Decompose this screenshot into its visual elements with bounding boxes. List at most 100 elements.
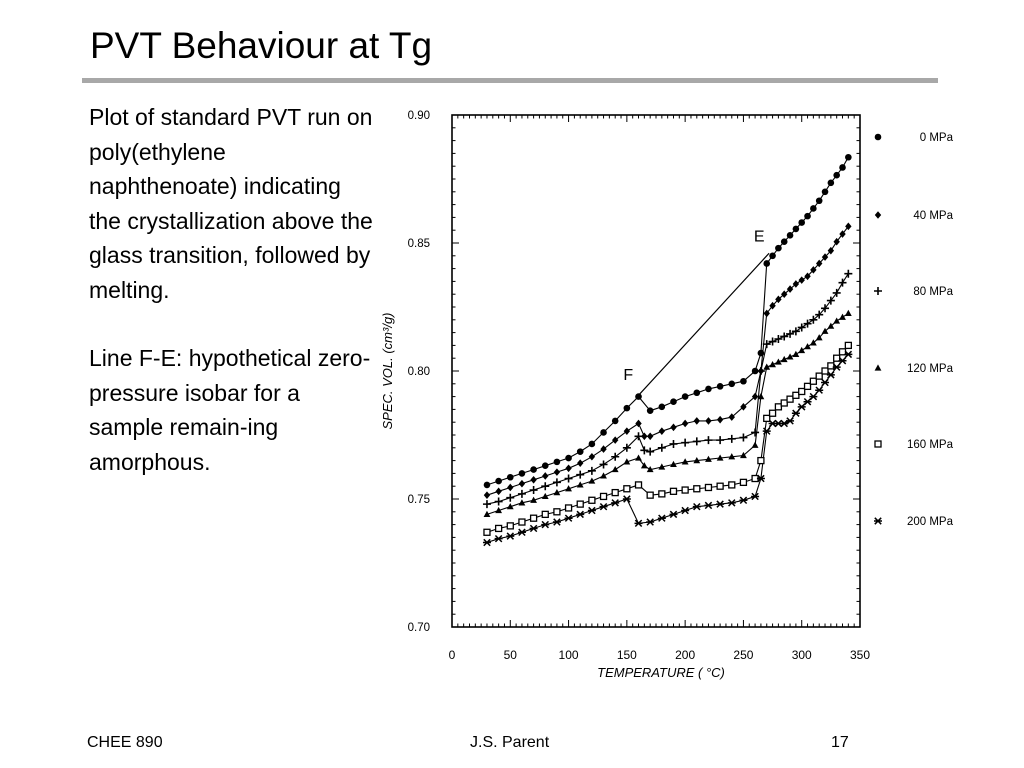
data-point	[669, 510, 678, 519]
data-point	[815, 310, 824, 319]
data-point	[827, 322, 835, 329]
data-point	[518, 470, 526, 477]
data-point	[821, 327, 829, 334]
data-point	[874, 364, 882, 371]
data-point	[564, 514, 573, 522]
data-point	[757, 349, 765, 357]
data-point	[792, 391, 800, 399]
data-point	[658, 490, 666, 498]
data-point	[588, 452, 596, 461]
data-point	[576, 481, 584, 488]
data-point	[587, 466, 596, 475]
series-line	[486, 345, 849, 533]
data-point	[810, 205, 817, 212]
data-point	[762, 340, 771, 349]
data-point	[769, 361, 776, 368]
data-point	[552, 478, 561, 487]
series-line	[486, 273, 849, 505]
data-point	[727, 434, 736, 443]
footer-page-number: 17	[831, 734, 849, 751]
data-point	[874, 133, 882, 141]
data-point	[874, 287, 882, 295]
x-tick-label: 200	[675, 648, 695, 662]
data-point	[658, 463, 666, 470]
legend-entry: 0 MPa	[920, 132, 954, 144]
data-point	[541, 482, 550, 491]
data-point	[670, 423, 677, 432]
data-point	[763, 260, 771, 267]
data-point	[844, 269, 853, 278]
data-point	[815, 197, 823, 205]
x-tick-label: 50	[504, 648, 518, 662]
data-point	[483, 528, 491, 536]
data-point	[541, 492, 549, 500]
data-point	[786, 395, 794, 403]
data-point	[797, 403, 806, 411]
data-point	[739, 433, 748, 442]
data-point	[518, 479, 526, 488]
data-point	[518, 518, 526, 526]
data-point	[803, 397, 812, 406]
data-point	[775, 244, 782, 252]
data-point	[495, 487, 502, 496]
data-point	[506, 522, 514, 530]
data-point	[646, 447, 655, 456]
data-point	[670, 460, 677, 468]
data-point	[611, 417, 619, 425]
data-point	[804, 212, 811, 220]
data-point	[844, 309, 852, 316]
data-point	[483, 481, 491, 489]
data-point	[763, 414, 771, 423]
data-point	[564, 474, 573, 483]
data-point	[530, 496, 537, 503]
data-point	[640, 446, 649, 455]
data-point	[681, 438, 690, 447]
data-point	[565, 464, 572, 473]
data-point	[768, 409, 777, 417]
data-point	[780, 399, 788, 407]
data-point	[762, 427, 771, 435]
legend-entry: 40 MPa	[913, 210, 953, 222]
data-point	[670, 398, 677, 406]
data-point	[826, 371, 835, 379]
data-point	[740, 451, 747, 459]
data-point	[786, 353, 794, 360]
data-point	[658, 427, 666, 435]
data-point	[600, 429, 607, 436]
data-point	[798, 387, 806, 396]
data-point	[821, 378, 830, 387]
data-point	[826, 296, 835, 305]
data-point	[815, 372, 823, 380]
data-point	[646, 518, 655, 526]
data-point	[821, 188, 829, 196]
data-point	[780, 332, 789, 341]
y-axis-label: SPEC. VOL. (cm³/g)	[380, 312, 395, 429]
y-tick-label: 0.70	[408, 622, 430, 634]
data-point	[792, 225, 800, 233]
data-point	[757, 393, 765, 400]
data-point	[756, 474, 765, 483]
x-tick-label: 0	[449, 648, 456, 662]
data-point	[622, 443, 631, 452]
data-point	[565, 454, 572, 462]
x-axis-label: TEMPERATURE ( °C)	[597, 665, 725, 680]
data-point	[530, 466, 537, 473]
data-point	[769, 301, 776, 310]
data-point	[541, 462, 549, 470]
data-point	[740, 377, 747, 385]
data-point	[599, 460, 608, 469]
data-point	[838, 278, 847, 287]
data-point	[529, 486, 538, 495]
data-point	[716, 383, 724, 390]
data-point	[657, 443, 666, 452]
data-point	[564, 504, 573, 512]
reference-line-group	[638, 252, 770, 396]
data-point	[529, 514, 538, 522]
data-point	[774, 403, 783, 411]
data-point	[552, 518, 561, 526]
data-point	[803, 382, 812, 391]
data-point	[786, 285, 794, 293]
data-point	[634, 432, 643, 441]
data-point	[623, 485, 631, 493]
data-point	[844, 341, 852, 350]
